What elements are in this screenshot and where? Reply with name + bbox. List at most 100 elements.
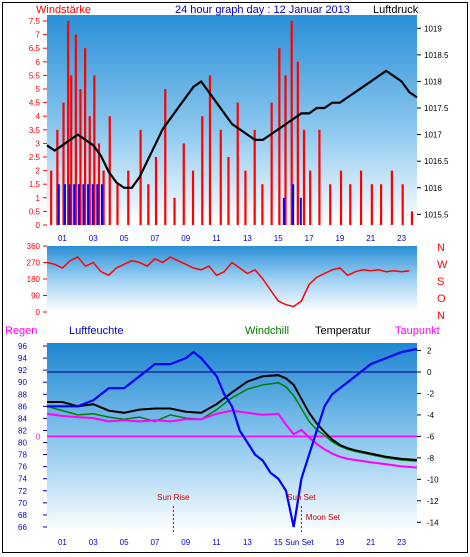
wind-axis-tick-label: 1.5 [29, 180, 41, 189]
wind-bar [284, 75, 287, 226]
pressure-axis-tick-label: 1015.5 [424, 210, 449, 219]
wind-bar [390, 170, 393, 225]
x-tick-label: 07 [150, 538, 159, 547]
x-tick-label: 23 [397, 538, 406, 547]
wind-bar [108, 116, 111, 225]
temperature-axis-tick-label: -4 [427, 411, 435, 420]
wind-bar [236, 102, 239, 225]
wind-bar [349, 184, 352, 225]
wind-axis-tick-label: 0 [36, 221, 41, 230]
windchill-label: Windchill [245, 325, 289, 337]
wind-bar [370, 184, 373, 225]
wind-bar [278, 48, 281, 226]
x-tick-label: 03 [89, 538, 98, 547]
wind-axis-tick-label: 1 [36, 194, 41, 203]
temperature-axis-tick-label: -14 [427, 518, 439, 527]
direction-axis-tick-label: 0 [36, 308, 41, 317]
pressure-axis-tick-label: 1017.5 [424, 104, 449, 113]
wind-axis-tick-label: 3.5 [29, 126, 41, 135]
windstaerke-label: Windstärke [36, 4, 91, 16]
gust-bar [91, 184, 94, 225]
x-tick-label: 07 [150, 234, 159, 243]
temperature-axis-tick-label: -12 [427, 497, 439, 506]
wind-axis-tick-label: 2.5 [29, 153, 41, 162]
pressure-axis-tick-label: 1016.5 [424, 157, 449, 166]
wind-axis-tick-label: 4.5 [29, 99, 41, 108]
wind-bar [380, 184, 383, 225]
gust-bar [63, 184, 66, 225]
regen-label: Regen [5, 325, 37, 337]
gust-bar [82, 184, 85, 225]
temperature-axis-tick-label: 0 [427, 368, 432, 377]
x-tick-label: 19 [335, 538, 344, 547]
wind-bar [359, 170, 363, 225]
x-tick-label: 05 [120, 234, 129, 243]
luftdruck-label: Luftdruck [373, 4, 419, 16]
x-tick-label: 11 [212, 234, 221, 243]
compass-label: S [437, 276, 444, 288]
wind-bar [88, 116, 91, 225]
humidity-axis-tick-label: 70 [18, 499, 27, 508]
x-tick-label: 23 [397, 234, 406, 243]
humidity-axis-tick-label: 74 [18, 475, 27, 484]
temperature-axis-tick-label: -8 [427, 454, 435, 463]
wind-bar [339, 170, 343, 225]
direction-axis-tick-label: 270 [27, 259, 41, 268]
humidity-axis-tick-label: 76 [18, 463, 27, 472]
weather-graph-svg: 0 0.5 1 1.5 2 2.5 3 3.5 4 4.5 5 5.5 6 6.5 7 7.5 1015.5 10… [5, 4, 449, 547]
pressure-axis-tick-label: 1018.5 [424, 51, 449, 60]
wind-bar [93, 75, 96, 226]
pressure-line [46, 69, 418, 189]
compass-label: N [437, 310, 445, 322]
wind-bar [329, 184, 332, 225]
wind-bar [244, 170, 247, 225]
pressure-axis-tick-label: 1016 [424, 184, 442, 193]
wind-bar [318, 129, 321, 225]
x-tick-label: 03 [89, 234, 98, 243]
x-tick-label: 21 [366, 234, 375, 243]
wind-direction-line [46, 256, 410, 308]
wind-bar [50, 170, 53, 225]
pressure-axis-tick-label: 1017 [424, 131, 442, 140]
wind-axis-tick-label: 5.5 [29, 71, 41, 80]
humidity-axis-tick-label: 72 [18, 487, 27, 496]
gust-bar [68, 184, 71, 225]
wind-bar [79, 89, 82, 225]
temperature-humidity-chart: 66 68 70 72 74 76 78 80 82 84 86 88 90 92 94 96 -14 -12 -1… [18, 342, 439, 547]
x-tick-label: 15 [274, 538, 283, 547]
wind-bar [84, 48, 87, 226]
temperature-axis-tick-label: -2 [427, 389, 435, 398]
humidity-axis-tick-label: 82 [18, 426, 27, 435]
x-tick-label: 01 [58, 538, 67, 547]
wind-bar [74, 34, 77, 225]
x-tick-label: 09 [181, 234, 190, 243]
gust-bar [299, 197, 302, 225]
x-tick-label: 01 [58, 234, 67, 243]
pressure-axis-tick-label: 1019 [424, 24, 442, 33]
windchill-line [46, 381, 418, 462]
wind-bar [290, 21, 293, 225]
x-tick-label: 13 [243, 234, 252, 243]
wind-axis-tick-label: 2 [36, 167, 41, 176]
sun-set-label: Sun Set [287, 493, 316, 502]
wind-bar [67, 21, 70, 225]
gust-bar [73, 184, 76, 225]
pressure-axis-tick-label: 1018 [424, 77, 442, 86]
humidity-axis-tick-label: 80 [18, 439, 27, 448]
humidity-axis-tick-label: 94 [18, 354, 27, 363]
wind-axis-tick-label: 6.5 [29, 44, 41, 53]
taupunkt-label: Taupunkt [395, 325, 440, 337]
temperature-plot-area [47, 343, 417, 533]
x-tick-label: 17 [305, 234, 314, 243]
wind-bar [410, 211, 414, 225]
humidity-axis-tick-label: 78 [18, 451, 27, 460]
temperature-axis-tick-label: -6 [427, 432, 435, 441]
gust-bar [96, 184, 99, 225]
wind-bar [70, 75, 73, 226]
wind-bar [309, 170, 312, 225]
x-tick-label: 13 [243, 538, 252, 547]
wind-bar [147, 184, 150, 225]
wind-axis-tick-label: 3 [36, 139, 41, 148]
gust-bar [87, 184, 90, 225]
